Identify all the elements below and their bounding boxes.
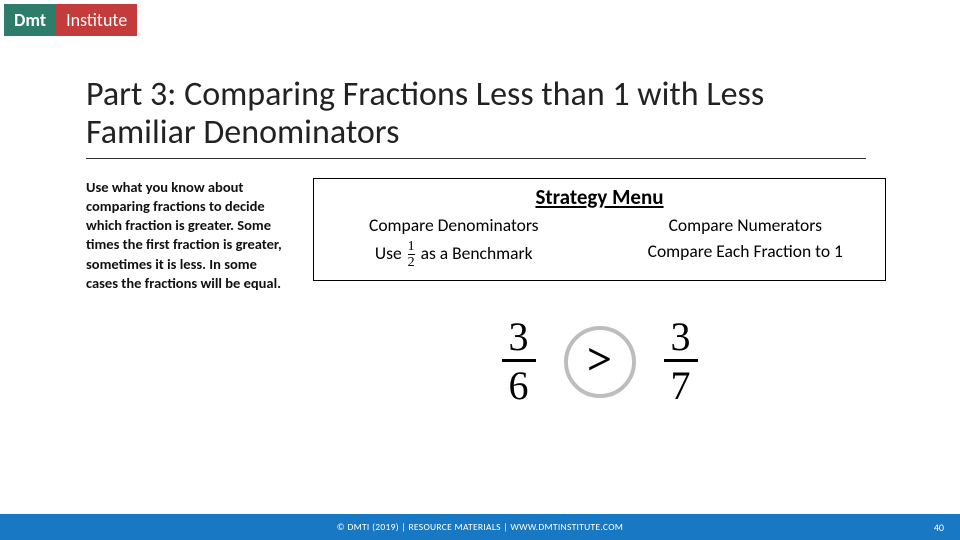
strategy-compare-to-one: Compare Each Fraction to 1 [618, 240, 874, 270]
content-area: Use what you know about comparing fracti… [86, 178, 886, 406]
benchmark-prefix: Use [375, 242, 406, 264]
brand-institute: Institute [56, 4, 137, 36]
fraction-comparison: 3 6 > 3 7 [313, 317, 886, 406]
strategy-benchmark: Use 12 as a Benchmark [326, 240, 582, 270]
fraction-right-numerator: 3 [671, 317, 691, 357]
strategy-grid: Compare Denominators Compare Numerators … [326, 214, 873, 270]
right-column: Strategy Menu Compare Denominators Compa… [313, 178, 886, 406]
fraction-left-denominator: 6 [502, 359, 536, 406]
benchmark-numerator: 1 [408, 240, 415, 254]
comparison-symbol: > [587, 338, 612, 382]
strategy-compare-numerators: Compare Numerators [618, 214, 874, 236]
benchmark-suffix: as a Benchmark [417, 242, 533, 264]
strategy-compare-denominators: Compare Denominators [326, 214, 582, 236]
strategy-heading: Strategy Menu [326, 184, 873, 210]
page-title: Part 3: Comparing Fractions Less than 1 … [86, 76, 866, 159]
page-number: 40 [934, 521, 944, 534]
strategy-menu: Strategy Menu Compare Denominators Compa… [313, 178, 886, 281]
brand-dmt: Dmt [4, 4, 56, 36]
comparison-circle: > [564, 326, 636, 398]
footer-bar: © DMTI (2019) | RESOURCE MATERIALS | WWW… [0, 514, 960, 540]
fraction-right: 3 7 [664, 317, 698, 406]
fraction-right-denominator: 7 [664, 359, 698, 406]
benchmark-fraction: 12 [408, 240, 415, 270]
instructions-text: Use what you know about comparing fracti… [86, 178, 291, 406]
fraction-left-numerator: 3 [509, 317, 529, 357]
fraction-left: 3 6 [502, 317, 536, 406]
brand-logo: Dmt Institute [4, 4, 137, 36]
benchmark-denominator: 2 [408, 254, 415, 270]
footer-text: © DMTI (2019) | RESOURCE MATERIALS | WWW… [0, 521, 960, 533]
slide: Dmt Institute Part 3: Comparing Fraction… [0, 0, 960, 540]
